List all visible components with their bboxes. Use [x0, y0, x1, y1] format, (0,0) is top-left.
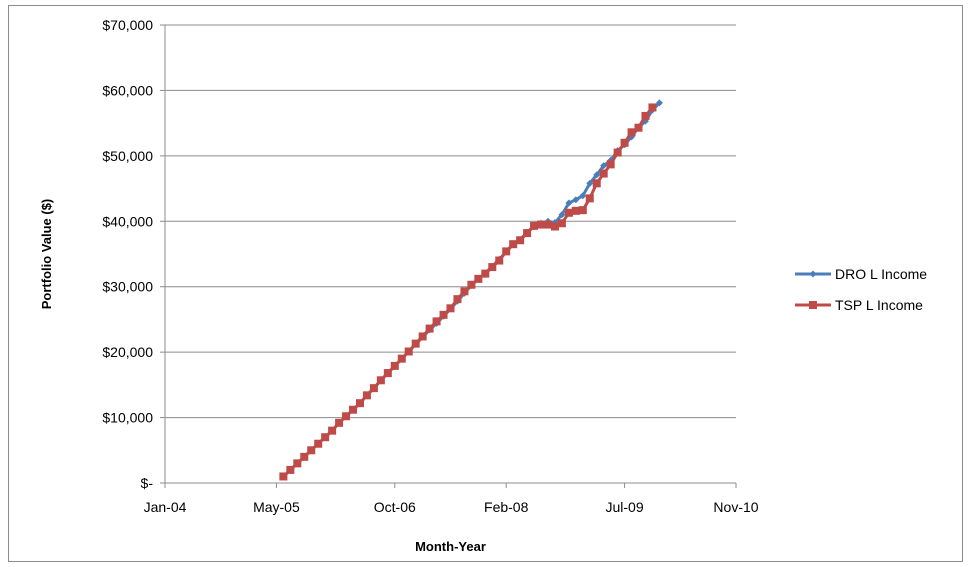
x-tick-label: Feb-08: [484, 499, 529, 515]
data-point: [543, 220, 552, 229]
data-point: [557, 219, 566, 228]
x-tick-label: May-05: [253, 499, 300, 515]
data-point: [564, 208, 573, 217]
data-point: [446, 304, 455, 313]
data-point: [432, 317, 441, 326]
data-point: [376, 376, 385, 385]
x-tick-label: Jul-09: [606, 499, 644, 515]
data-point: [620, 138, 629, 147]
x-tick-label: Nov-10: [713, 499, 758, 515]
y-tick-label: $30,000: [102, 279, 153, 295]
data-point: [565, 199, 573, 207]
data-point: [300, 452, 309, 461]
data-point: [488, 263, 497, 272]
data-point: [425, 324, 434, 333]
data-point: [571, 206, 580, 215]
data-point: [383, 369, 392, 378]
y-tick-label: $60,000: [102, 82, 153, 98]
data-point: [634, 123, 643, 132]
data-point: [523, 229, 532, 238]
data-point: [369, 384, 378, 393]
data-point: [578, 206, 587, 215]
data-point: [279, 472, 288, 481]
data-point: [516, 236, 525, 245]
data-point: [460, 287, 469, 296]
data-point: [349, 405, 358, 414]
y-tick-label: $20,000: [102, 344, 153, 360]
y-axis-title: Portfolio Value ($): [39, 199, 54, 310]
data-point: [606, 160, 615, 169]
legend-marker: [809, 270, 817, 278]
data-point: [627, 128, 636, 137]
data-point: [362, 391, 371, 400]
data-point: [579, 192, 587, 200]
y-axis-tick-labels: $- $10,000 $20,000 $30,000 $40,000 $50,000 $60…: [102, 17, 165, 491]
data-point: [586, 179, 594, 187]
legend-marker: [809, 301, 817, 309]
data-point: [613, 148, 622, 157]
data-point: [411, 339, 420, 348]
data-point: [655, 99, 663, 107]
data-point: [641, 111, 650, 120]
legend-label: DRO L Income: [835, 266, 927, 282]
legend-item: DRO L Income: [795, 266, 927, 282]
data-point: [599, 169, 608, 178]
line-chart: $- $10,000 $20,000 $30,000 $40,000 $50,000 $60…: [39, 17, 927, 554]
data-point: [481, 269, 490, 278]
data-point: [530, 221, 539, 230]
gridlines: [165, 24, 736, 419]
data-point: [593, 171, 601, 179]
axes: [164, 25, 736, 484]
data-point: [558, 211, 566, 219]
y-tick-label: $70,000: [102, 17, 153, 33]
data-point: [572, 196, 580, 204]
data-point: [502, 247, 511, 256]
data-point: [453, 295, 462, 304]
x-tick-label: Jan-04: [144, 499, 187, 515]
data-point: [286, 465, 295, 474]
chart-frame: $- $10,000 $20,000 $30,000 $40,000 $50,000 $60…: [8, 5, 963, 562]
x-tick-label: Oct-06: [374, 499, 416, 515]
y-tick-label: $40,000: [102, 213, 153, 229]
y-tick-label: $50,000: [102, 148, 153, 164]
data-point: [328, 426, 337, 435]
data-point: [307, 446, 316, 455]
data-point: [342, 412, 351, 421]
data-point: [509, 240, 518, 249]
data-point: [404, 347, 413, 356]
data-point: [648, 103, 657, 112]
series-tsp-l-income: [279, 103, 657, 481]
data-point: [550, 222, 559, 231]
data-point: [592, 179, 601, 188]
data-point: [600, 162, 608, 170]
data-point: [314, 439, 323, 448]
data-point: [321, 433, 330, 442]
series-layer: [279, 99, 663, 481]
data-point: [355, 399, 364, 408]
x-axis-tick-labels: Jan-04 May-05 Oct-06 Feb-08 Jul-09 Nov-10: [144, 483, 759, 515]
data-point: [390, 361, 399, 370]
data-point: [439, 310, 448, 319]
data-point: [537, 220, 546, 229]
legend: DRO L Income TSP L Income: [795, 266, 927, 313]
y-tick-label: $-: [141, 475, 154, 491]
data-point: [467, 280, 476, 289]
data-point: [418, 332, 427, 341]
data-point: [495, 256, 504, 265]
x-axis-title: Month-Year: [415, 539, 486, 554]
data-point: [397, 354, 406, 363]
data-point: [474, 274, 483, 283]
data-point: [585, 194, 594, 203]
legend-label: TSP L Income: [835, 297, 923, 313]
data-point: [293, 459, 302, 468]
data-point: [335, 418, 344, 427]
legend-item: TSP L Income: [795, 297, 923, 313]
y-tick-label: $10,000: [102, 410, 153, 426]
